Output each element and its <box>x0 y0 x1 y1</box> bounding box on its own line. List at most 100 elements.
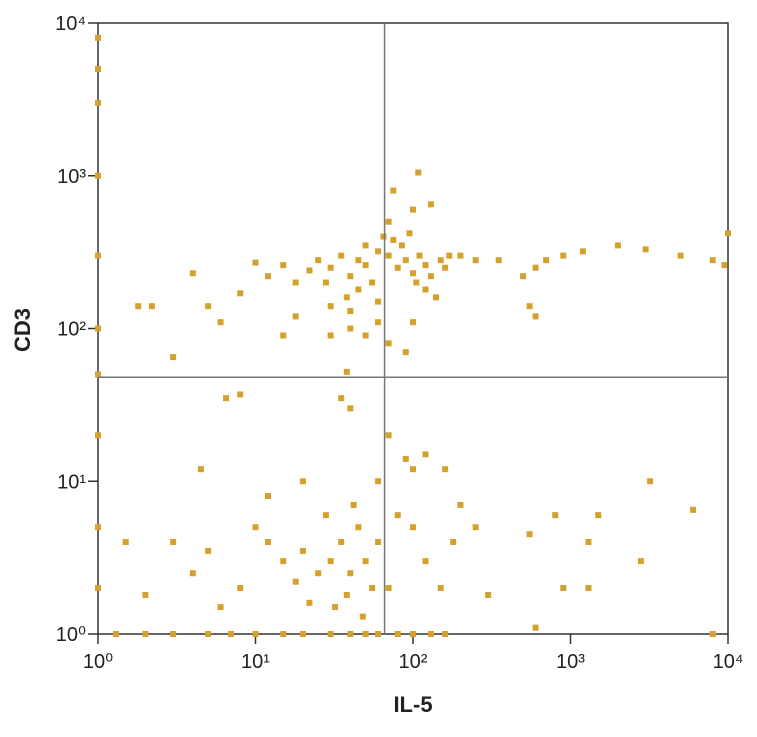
x-tick-label: 10² <box>399 651 428 673</box>
data-point <box>526 531 533 538</box>
data-point <box>95 65 101 72</box>
data-point <box>322 512 329 519</box>
data-point <box>362 242 369 249</box>
data-point <box>520 273 527 280</box>
data-point <box>560 585 567 592</box>
data-point <box>237 290 244 297</box>
data-point <box>485 592 492 599</box>
data-point <box>375 631 382 637</box>
y-tick-label: 10³ <box>57 166 86 188</box>
data-point <box>362 558 369 565</box>
data-point <box>472 524 479 531</box>
data-point <box>343 368 350 375</box>
data-point <box>189 270 196 277</box>
data-point <box>327 303 334 310</box>
data-point <box>380 233 387 240</box>
data-point <box>457 501 464 508</box>
plot-frame <box>97 22 729 635</box>
data-point <box>95 99 101 106</box>
data-point <box>402 455 409 462</box>
data-point <box>450 539 457 546</box>
x-tick-label: 10⁴ <box>713 651 744 673</box>
data-point <box>410 270 416 277</box>
data-point <box>292 279 299 286</box>
data-point <box>252 631 259 637</box>
data-point <box>362 262 369 269</box>
data-point <box>315 570 322 577</box>
data-point <box>677 252 684 259</box>
data-point <box>170 631 177 637</box>
data-point <box>375 298 382 305</box>
data-point <box>709 631 716 637</box>
data-point <box>237 585 244 592</box>
data-point <box>427 201 434 208</box>
data-point <box>532 264 539 271</box>
data-point <box>148 303 155 310</box>
data-point <box>338 539 345 546</box>
data-point <box>532 313 539 320</box>
data-point <box>170 539 177 546</box>
data-point <box>595 512 602 519</box>
data-point <box>406 230 413 237</box>
data-point <box>347 273 354 280</box>
data-point <box>142 631 149 637</box>
data-point <box>472 257 479 264</box>
data-point <box>579 248 586 255</box>
data-point <box>217 319 224 326</box>
data-point <box>355 286 362 293</box>
data-point <box>223 395 230 402</box>
data-point <box>95 172 101 179</box>
data-point <box>390 187 397 194</box>
data-point <box>264 493 271 500</box>
data-point <box>410 319 416 326</box>
data-point <box>189 570 196 577</box>
data-point <box>355 524 362 531</box>
data-point <box>347 308 354 315</box>
data-point <box>375 478 382 485</box>
data-point <box>433 294 440 301</box>
data-point <box>170 354 177 361</box>
data-point <box>205 303 212 310</box>
data-point <box>264 539 271 546</box>
data-point <box>422 558 429 565</box>
data-point <box>315 257 322 264</box>
data-point <box>427 631 434 637</box>
data-point <box>355 257 362 264</box>
data-point <box>410 466 416 473</box>
x-tick-label: 10³ <box>556 651 585 673</box>
data-point <box>442 264 449 271</box>
data-point <box>422 286 429 293</box>
data-point <box>385 432 392 439</box>
data-point <box>280 332 287 339</box>
data-point <box>347 325 354 332</box>
data-point <box>585 539 592 546</box>
data-point <box>280 262 287 269</box>
data-point <box>95 325 101 332</box>
data-point <box>647 478 654 485</box>
data-point <box>347 570 354 577</box>
data-point <box>347 405 354 412</box>
data-point <box>122 539 129 546</box>
data-point <box>560 252 567 259</box>
data-point <box>252 524 259 531</box>
data-point <box>427 273 434 280</box>
data-point <box>327 631 334 637</box>
data-point <box>95 524 101 531</box>
data-point <box>402 349 409 356</box>
x-tick-label: 10¹ <box>241 651 270 673</box>
data-point <box>338 395 345 402</box>
data-point <box>721 262 728 269</box>
data-point <box>526 303 533 310</box>
data-point <box>327 264 334 271</box>
data-point <box>437 257 444 264</box>
data-point <box>95 371 101 378</box>
x-tick-label: 10⁰ <box>83 651 113 673</box>
data-point <box>416 252 423 259</box>
data-point <box>252 259 259 266</box>
data-point <box>457 252 464 259</box>
data-point <box>495 257 502 264</box>
data-point <box>299 478 306 485</box>
data-point <box>369 279 376 286</box>
data-point <box>552 512 559 519</box>
data-point <box>347 631 354 637</box>
